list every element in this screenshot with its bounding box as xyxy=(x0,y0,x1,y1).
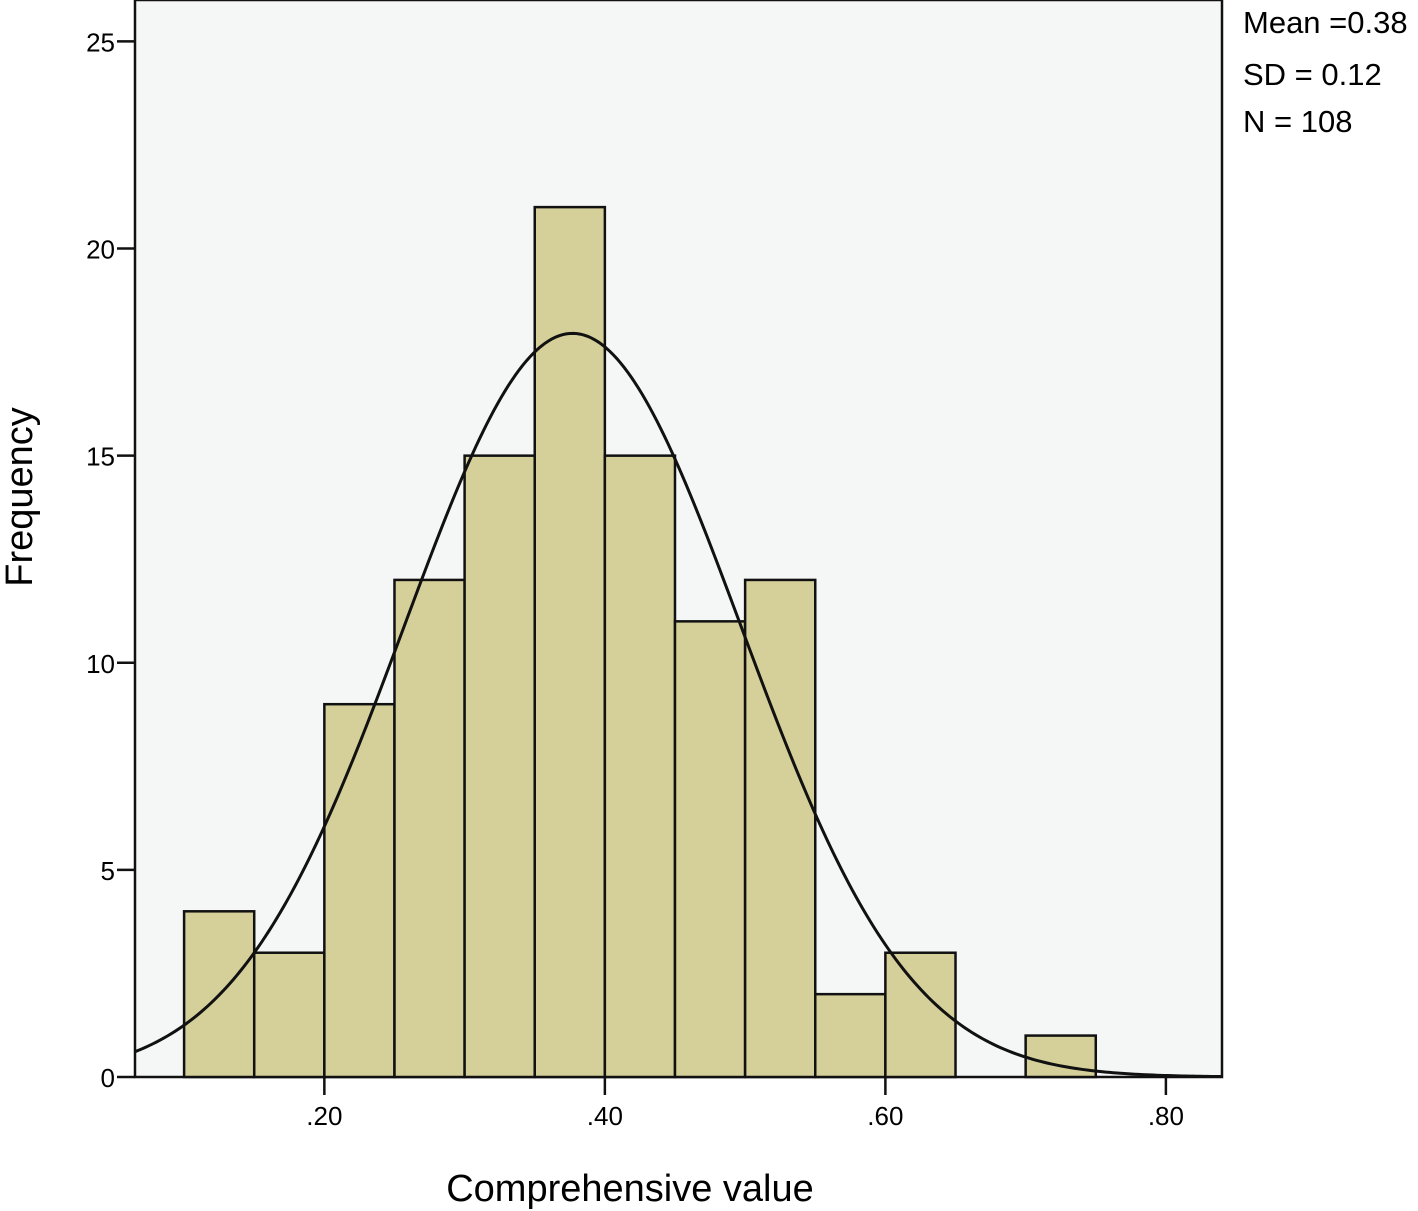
histogram-bar xyxy=(533,205,607,1079)
y-tick-label: 20 xyxy=(86,235,115,265)
histogram-bar xyxy=(884,951,957,1079)
x-axis-title: Comprehensive value xyxy=(446,1168,814,1210)
x-tick-label: .80 xyxy=(1148,1101,1184,1131)
y-tick-label: 5 xyxy=(101,856,115,886)
bars-layer xyxy=(182,205,1098,1079)
y-tick-label: 25 xyxy=(86,27,115,57)
histogram-bar xyxy=(673,620,747,1079)
normal-distribution-curve xyxy=(134,331,1223,1079)
histogram-bar xyxy=(743,578,817,1079)
n-stat-label: N = 108 xyxy=(1243,104,1352,139)
y-axis: 0 5 10 15 20 25 xyxy=(86,27,135,1093)
histogram-bar xyxy=(323,702,396,1079)
y-tick-label: 0 xyxy=(101,1063,115,1093)
sd-stat-label: SD = 0.12 xyxy=(1243,57,1382,92)
y-axis-title: Frequency xyxy=(0,407,41,587)
x-tick-label: .20 xyxy=(306,1101,342,1131)
y-tick-label: 10 xyxy=(86,649,115,679)
mean-stat-label: Mean =0.38 xyxy=(1243,5,1408,40)
x-tick-label: .40 xyxy=(587,1101,623,1131)
x-tick-label: .60 xyxy=(867,1101,903,1131)
histogram-bar xyxy=(463,454,536,1079)
histogram-bar xyxy=(814,992,887,1079)
histogram-bar xyxy=(603,454,677,1079)
x-axis: .20 .40 .60 .80 xyxy=(306,1077,1184,1131)
histogram-bar xyxy=(393,578,466,1079)
histogram-bar xyxy=(252,951,326,1079)
y-tick-label: 15 xyxy=(86,442,115,472)
